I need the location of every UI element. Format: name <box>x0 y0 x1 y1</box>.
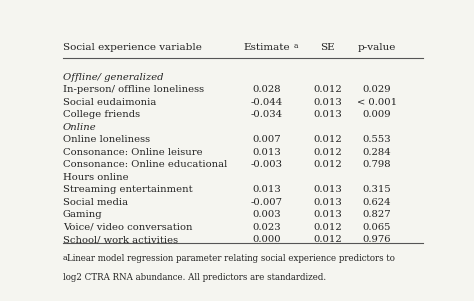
Text: Voice/ video conversation: Voice/ video conversation <box>63 223 192 232</box>
Text: 0.013: 0.013 <box>313 198 342 207</box>
Text: Social experience variable: Social experience variable <box>63 43 202 52</box>
Text: 0.009: 0.009 <box>363 110 392 119</box>
Text: a: a <box>63 254 68 262</box>
Text: Estimate: Estimate <box>244 43 290 52</box>
Text: 0.013: 0.013 <box>253 185 281 194</box>
Text: p-value: p-value <box>358 43 396 52</box>
Text: Social eudaimonia: Social eudaimonia <box>63 98 156 107</box>
Text: 0.284: 0.284 <box>363 147 392 157</box>
Text: SE: SE <box>320 43 335 52</box>
Text: College friends: College friends <box>63 110 140 119</box>
Text: Linear model regression parameter relating social experience predictors to: Linear model regression parameter relati… <box>67 254 395 263</box>
Text: < 0.001: < 0.001 <box>357 98 397 107</box>
Text: Streaming entertainment: Streaming entertainment <box>63 185 192 194</box>
Text: Social media: Social media <box>63 198 128 207</box>
Text: 0.028: 0.028 <box>253 85 281 94</box>
Text: a: a <box>293 42 298 50</box>
Text: 0.065: 0.065 <box>363 223 391 232</box>
Text: 0.012: 0.012 <box>313 223 342 232</box>
Text: 0.976: 0.976 <box>363 235 391 244</box>
Text: 0.013: 0.013 <box>313 185 342 194</box>
Text: -0.007: -0.007 <box>251 198 283 207</box>
Text: 0.798: 0.798 <box>363 160 392 169</box>
Text: Offline/ generalized: Offline/ generalized <box>63 73 164 82</box>
Text: 0.012: 0.012 <box>313 85 342 94</box>
Text: 0.013: 0.013 <box>253 147 281 157</box>
Text: 0.624: 0.624 <box>363 198 392 207</box>
Text: 0.012: 0.012 <box>313 147 342 157</box>
Text: -0.044: -0.044 <box>251 98 283 107</box>
Text: log2 CTRA RNA abundance. All predictors are standardized.: log2 CTRA RNA abundance. All predictors … <box>63 274 326 282</box>
Text: School/ work activities: School/ work activities <box>63 235 178 244</box>
Text: 0.013: 0.013 <box>313 98 342 107</box>
Text: 0.012: 0.012 <box>313 160 342 169</box>
Text: 0.012: 0.012 <box>313 135 342 144</box>
Text: Gaming: Gaming <box>63 210 102 219</box>
Text: Consonance: Online leisure: Consonance: Online leisure <box>63 147 202 157</box>
Text: Hours online: Hours online <box>63 173 128 182</box>
Text: 0.553: 0.553 <box>363 135 392 144</box>
Text: 0.003: 0.003 <box>253 210 281 219</box>
Text: In-person/ offline loneliness: In-person/ offline loneliness <box>63 85 204 94</box>
Text: 0.013: 0.013 <box>313 110 342 119</box>
Text: 0.007: 0.007 <box>253 135 281 144</box>
Text: -0.034: -0.034 <box>251 110 283 119</box>
Text: -0.003: -0.003 <box>251 160 283 169</box>
Text: 0.013: 0.013 <box>313 210 342 219</box>
Text: 0.029: 0.029 <box>363 85 392 94</box>
Text: 0.012: 0.012 <box>313 235 342 244</box>
Text: Consonance: Online educational: Consonance: Online educational <box>63 160 227 169</box>
Text: 0.827: 0.827 <box>363 210 392 219</box>
Text: 0.023: 0.023 <box>253 223 281 232</box>
Text: 0.000: 0.000 <box>253 235 281 244</box>
Text: Online: Online <box>63 123 97 132</box>
Text: 0.315: 0.315 <box>363 185 392 194</box>
Text: Online loneliness: Online loneliness <box>63 135 150 144</box>
